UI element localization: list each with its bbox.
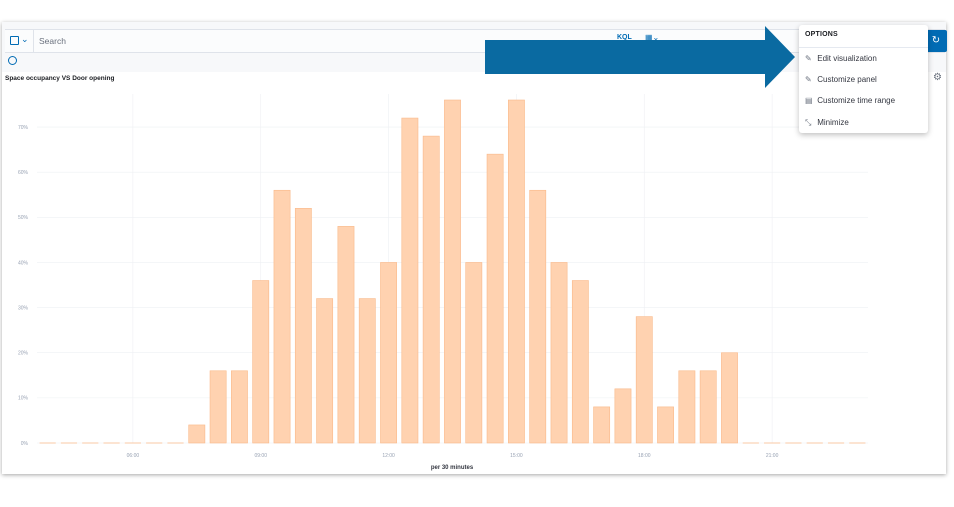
calendar-icon[interactable]: ▦⌄: [645, 33, 660, 42]
dashboard-frame: ⌄ KQL ▦⌄ ↻ Space occupancy VS Door openi…: [2, 22, 947, 474]
minimize-icon: ⤡: [805, 118, 812, 127]
chart-bar[interactable]: [231, 370, 248, 444]
query-bar: ⌄ KQL ▦⌄ ↻: [2, 22, 947, 72]
x-axis-ticks: 06:00 09:00 12:00 15:00 18:00 21:00: [127, 453, 779, 459]
y-axis-ticks: 0% 10% 20% 30% 40% 50% 60% 70%: [18, 125, 29, 447]
chart-bar[interactable]: [614, 388, 632, 444]
pencil-icon: ✎: [805, 75, 812, 84]
chart-bar[interactable]: [209, 370, 227, 444]
annotation-arrow: [485, 26, 795, 88]
chart-bar[interactable]: [358, 298, 376, 444]
chart-bar[interactable]: [337, 226, 355, 444]
y-tick-label: 10%: [18, 396, 29, 402]
refresh-button[interactable]: ↻: [925, 30, 947, 52]
menu-item-label: Edit visualization: [817, 54, 877, 63]
chevron-down-icon: ⌄: [21, 34, 29, 44]
edit-visualization-item[interactable]: ✎ Edit visualization: [805, 54, 925, 68]
y-tick-label: 20%: [18, 351, 29, 357]
menu-item-label: Customize panel: [817, 75, 877, 84]
options-title: OPTIONS: [805, 31, 838, 38]
chart-bar[interactable]: [550, 262, 568, 444]
chart-bar[interactable]: [657, 406, 674, 444]
x-tick-label: 18:00: [638, 453, 651, 459]
y-tick-label: 40%: [18, 260, 29, 266]
chart-bar[interactable]: [252, 280, 270, 444]
options-divider: [799, 47, 928, 48]
chart-bar[interactable]: [380, 262, 397, 444]
filter-row: [5, 52, 945, 70]
chart-bar[interactable]: [571, 280, 589, 444]
query-row: ⌄ KQL ▦⌄ ↻: [5, 29, 947, 53]
search-input[interactable]: [36, 32, 602, 49]
panel-title: Space occupancy VS Door opening: [5, 75, 115, 82]
x-axis-label: per 30 minutes: [431, 465, 474, 471]
menu-item-label: Customize time range: [817, 96, 896, 105]
x-tick-label: 15:00: [510, 453, 523, 459]
x-tick-label: 21:00: [766, 453, 779, 459]
bar-chart: 0% 10% 20% 30% 40% 50% 60% 70% 06:00 09:00 12:00 1…: [18, 94, 868, 471]
chart-bars: [39, 99, 866, 444]
chart-bar[interactable]: [508, 99, 525, 444]
customize-time-range-item[interactable]: ▤ Customize time range: [805, 96, 925, 110]
calendar-icon: ▤: [805, 96, 813, 105]
arrow-shape: [485, 26, 795, 88]
chart-bar[interactable]: [422, 135, 440, 444]
filter-icon[interactable]: [8, 56, 17, 65]
pencil-icon: ✎: [805, 54, 812, 63]
panel-gear-icon[interactable]: ⚙: [933, 72, 942, 83]
x-tick-label: 06:00: [127, 453, 140, 459]
chart-bar[interactable]: [699, 370, 717, 444]
chart-bar[interactable]: [465, 262, 483, 444]
customize-panel-item[interactable]: ✎ Customize panel: [805, 75, 925, 89]
save-icon: [10, 36, 19, 45]
menu-item-label: Minimize: [817, 118, 849, 127]
chart-bar[interactable]: [444, 99, 461, 444]
minimize-item[interactable]: ⤡ Minimize: [805, 118, 925, 132]
refresh-icon: ↻: [931, 35, 941, 46]
chart-bar[interactable]: [188, 424, 206, 444]
chart-bar[interactable]: [294, 208, 312, 444]
options-popover: OPTIONS ✎ Edit visualization ✎ Customize…: [799, 25, 928, 133]
chart-bar[interactable]: [593, 406, 611, 444]
chart-bar[interactable]: [401, 117, 419, 444]
chart-bar[interactable]: [273, 189, 291, 444]
chart-bar[interactable]: [635, 316, 653, 444]
x-tick-label: 09:00: [254, 453, 267, 459]
chart-bar[interactable]: [678, 370, 696, 444]
y-tick-label: 30%: [18, 305, 29, 311]
chart-bar[interactable]: [316, 298, 334, 444]
chart-bar[interactable]: [486, 153, 504, 444]
x-tick-label: 12:00: [382, 453, 395, 459]
chart-bar[interactable]: [529, 189, 547, 444]
y-tick-label: 50%: [18, 215, 29, 221]
chart-bar[interactable]: [721, 352, 738, 444]
y-tick-label: 70%: [18, 125, 29, 131]
y-tick-label: 0%: [21, 441, 29, 447]
saved-query-button[interactable]: ⌄: [5, 30, 34, 52]
query-language-button[interactable]: KQL: [617, 34, 632, 41]
y-tick-label: 60%: [18, 170, 29, 176]
